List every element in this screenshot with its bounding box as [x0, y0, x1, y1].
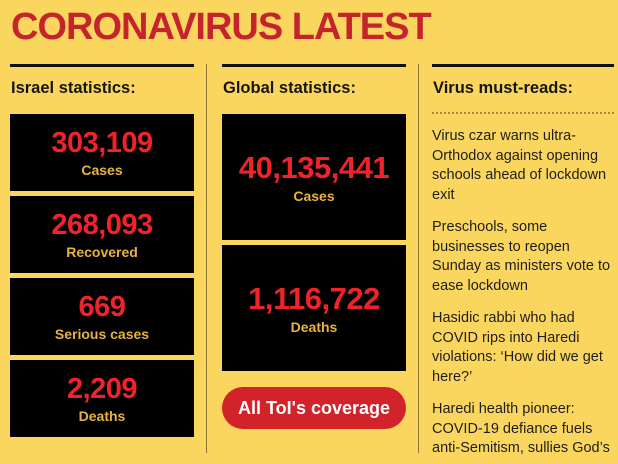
- all-toi-coverage-button[interactable]: All ToI's coverage: [222, 387, 406, 429]
- israel-deaths-box: 2,209 Deaths: [10, 360, 194, 437]
- stat-value: 1,116,722: [248, 280, 380, 316]
- column-rule: [222, 64, 406, 67]
- stat-label: Cases: [293, 187, 335, 204]
- virus-must-reads-column: Virus must-reads: Virus czar warns ultra…: [432, 64, 614, 464]
- article-link-preschools-reopen[interactable]: Preschools, some businesses to reopen Su…: [432, 219, 611, 294]
- virus-must-reads-heading: Virus must-reads:: [433, 79, 573, 97]
- stat-value: 268,093: [51, 208, 153, 241]
- stat-value: 2,209: [66, 372, 138, 405]
- israel-statistics-column: Israel statistics: 303,109 Cases 268,093…: [10, 64, 194, 437]
- stat-label: Recovered: [66, 243, 138, 260]
- stat-label: Serious cases: [54, 325, 150, 342]
- column-rule: [10, 64, 194, 67]
- article-link-haredi-health-pioneer[interactable]: Haredi health pioneer: COVID-19 defiance…: [432, 401, 610, 464]
- article-link-hasidic-rabbi[interactable]: Hasidic rabbi who had COVID rips into Ha…: [432, 310, 603, 385]
- stat-label: Deaths: [290, 318, 338, 335]
- stat-label: Deaths: [78, 407, 126, 424]
- global-deaths-box: 1,116,722 Deaths: [222, 245, 406, 371]
- israel-serious-cases-box: 669 Serious cases: [10, 278, 194, 355]
- global-statistics-heading: Global statistics:: [223, 79, 356, 97]
- global-statistics-column: Global statistics: 40,135,441 Cases 1,11…: [222, 64, 406, 429]
- article-link-virus-czar[interactable]: Virus czar warns ultra-Orthodox against …: [432, 128, 607, 203]
- page-title: CORONAVIRUS LATEST: [11, 6, 432, 48]
- stat-value: 40,135,441: [238, 149, 390, 185]
- stat-value: 303,109: [51, 126, 153, 159]
- dotted-divider: [432, 112, 614, 114]
- column-divider: [206, 64, 207, 453]
- israel-cases-box: 303,109 Cases: [10, 114, 194, 191]
- stat-label: Cases: [81, 161, 123, 178]
- stat-value: 669: [78, 290, 126, 323]
- israel-recovered-box: 268,093 Recovered: [10, 196, 194, 273]
- column-rule: [432, 64, 614, 67]
- global-cases-box: 40,135,441 Cases: [222, 114, 406, 240]
- column-divider: [418, 64, 419, 453]
- israel-statistics-heading: Israel statistics:: [11, 79, 136, 97]
